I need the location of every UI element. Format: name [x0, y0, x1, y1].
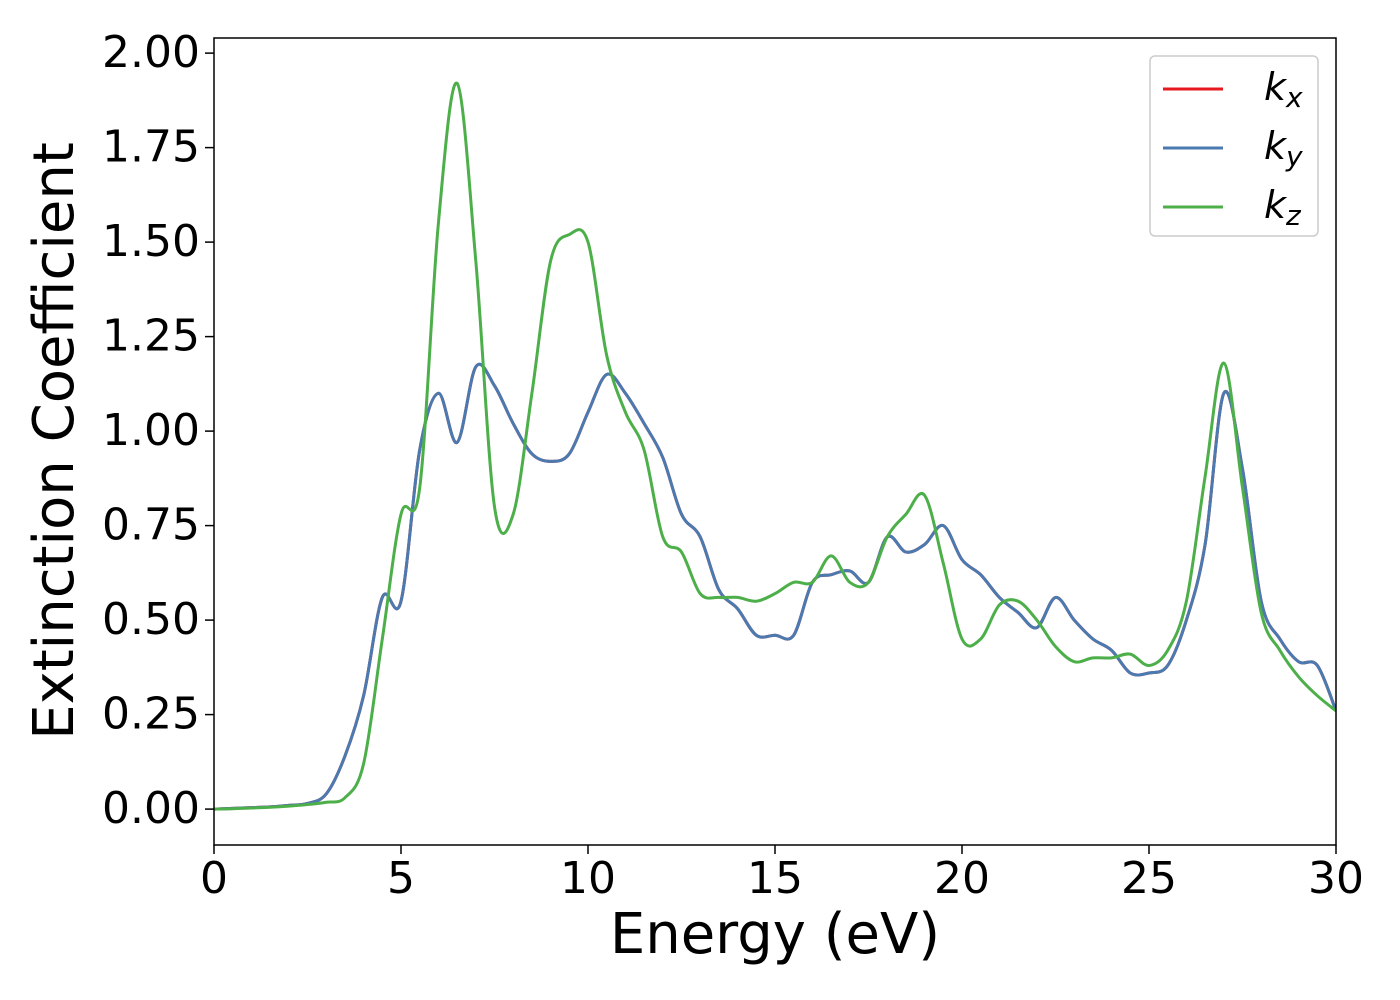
- legend-label: ky: [1264, 124, 1303, 174]
- legend-box: [1149, 55, 1319, 237]
- plot-frame: [213, 37, 1337, 846]
- x-tick-label: 10: [560, 853, 616, 904]
- legend-label: kx: [1264, 65, 1303, 115]
- x-axis-label: Energy (eV): [610, 902, 940, 967]
- y-tick-label: 2.00: [102, 27, 200, 78]
- y-tick-label: 1.50: [102, 216, 200, 267]
- y-tick-label: 1.25: [102, 311, 200, 362]
- y-tick-label: 1.75: [102, 122, 200, 173]
- x-tick-label: 15: [747, 853, 803, 904]
- x-tick-label: 30: [1308, 853, 1364, 904]
- y-tick-label: 0.25: [102, 689, 200, 740]
- y-tick-label: 1.00: [102, 405, 200, 456]
- x-tick-label: 5: [387, 853, 415, 904]
- series-line: [214, 81, 1336, 811]
- y-tick-label: 0.50: [102, 594, 200, 645]
- series-line: [214, 362, 1336, 811]
- x-tick-label: 20: [934, 853, 990, 904]
- legend-label: kz: [1264, 183, 1302, 233]
- y-tick-label: 0.00: [102, 783, 200, 834]
- y-axis-label: Extinction Coefficient: [22, 142, 87, 740]
- x-tick-label: 25: [1121, 853, 1177, 904]
- y-tick-label: 0.75: [102, 500, 200, 551]
- x-tick-label: 0: [200, 853, 228, 904]
